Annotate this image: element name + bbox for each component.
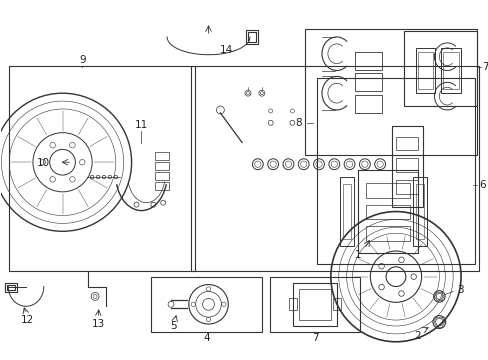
Bar xyxy=(269,277,360,332)
Bar xyxy=(5,283,17,292)
Bar xyxy=(155,172,169,180)
Bar xyxy=(396,180,417,194)
Bar xyxy=(441,48,460,93)
Bar xyxy=(366,183,409,198)
Bar xyxy=(415,184,423,239)
Bar xyxy=(316,78,474,264)
Text: 4: 4 xyxy=(203,333,209,343)
Bar xyxy=(403,31,476,106)
Bar xyxy=(332,298,340,310)
Text: 10: 10 xyxy=(37,158,50,168)
Bar xyxy=(339,177,353,246)
Bar xyxy=(366,205,409,220)
Bar xyxy=(391,126,422,207)
Bar xyxy=(190,66,478,271)
Bar xyxy=(412,177,426,246)
Bar xyxy=(151,277,261,332)
Text: 6: 6 xyxy=(478,180,485,190)
Bar xyxy=(245,30,257,44)
Text: 8: 8 xyxy=(295,118,302,128)
Text: 12: 12 xyxy=(20,315,34,325)
Text: 11: 11 xyxy=(135,120,148,130)
Text: 9: 9 xyxy=(79,55,85,65)
Bar xyxy=(9,66,194,271)
Text: 2: 2 xyxy=(413,331,420,341)
Text: 1: 1 xyxy=(354,250,361,260)
Text: 13: 13 xyxy=(91,319,104,329)
Text: 7: 7 xyxy=(481,62,488,72)
Bar xyxy=(299,288,330,320)
Text: 7: 7 xyxy=(311,333,318,343)
Bar xyxy=(155,152,169,160)
Bar xyxy=(396,136,417,150)
Text: 5: 5 xyxy=(169,321,176,331)
Bar xyxy=(396,158,417,172)
Text: 3: 3 xyxy=(456,285,463,296)
Text: 14: 14 xyxy=(219,45,232,55)
Bar xyxy=(293,283,336,326)
Bar xyxy=(247,32,255,42)
Bar xyxy=(155,162,169,170)
Bar xyxy=(417,52,432,89)
Bar xyxy=(7,284,15,291)
Bar xyxy=(443,52,458,89)
Bar xyxy=(155,182,169,190)
Bar xyxy=(366,226,409,241)
Bar xyxy=(342,184,350,239)
Bar xyxy=(305,29,476,155)
Bar xyxy=(358,170,417,253)
Bar xyxy=(415,48,434,93)
Bar xyxy=(354,73,381,91)
Bar xyxy=(354,52,381,69)
Bar xyxy=(354,95,381,113)
Bar xyxy=(289,298,297,310)
